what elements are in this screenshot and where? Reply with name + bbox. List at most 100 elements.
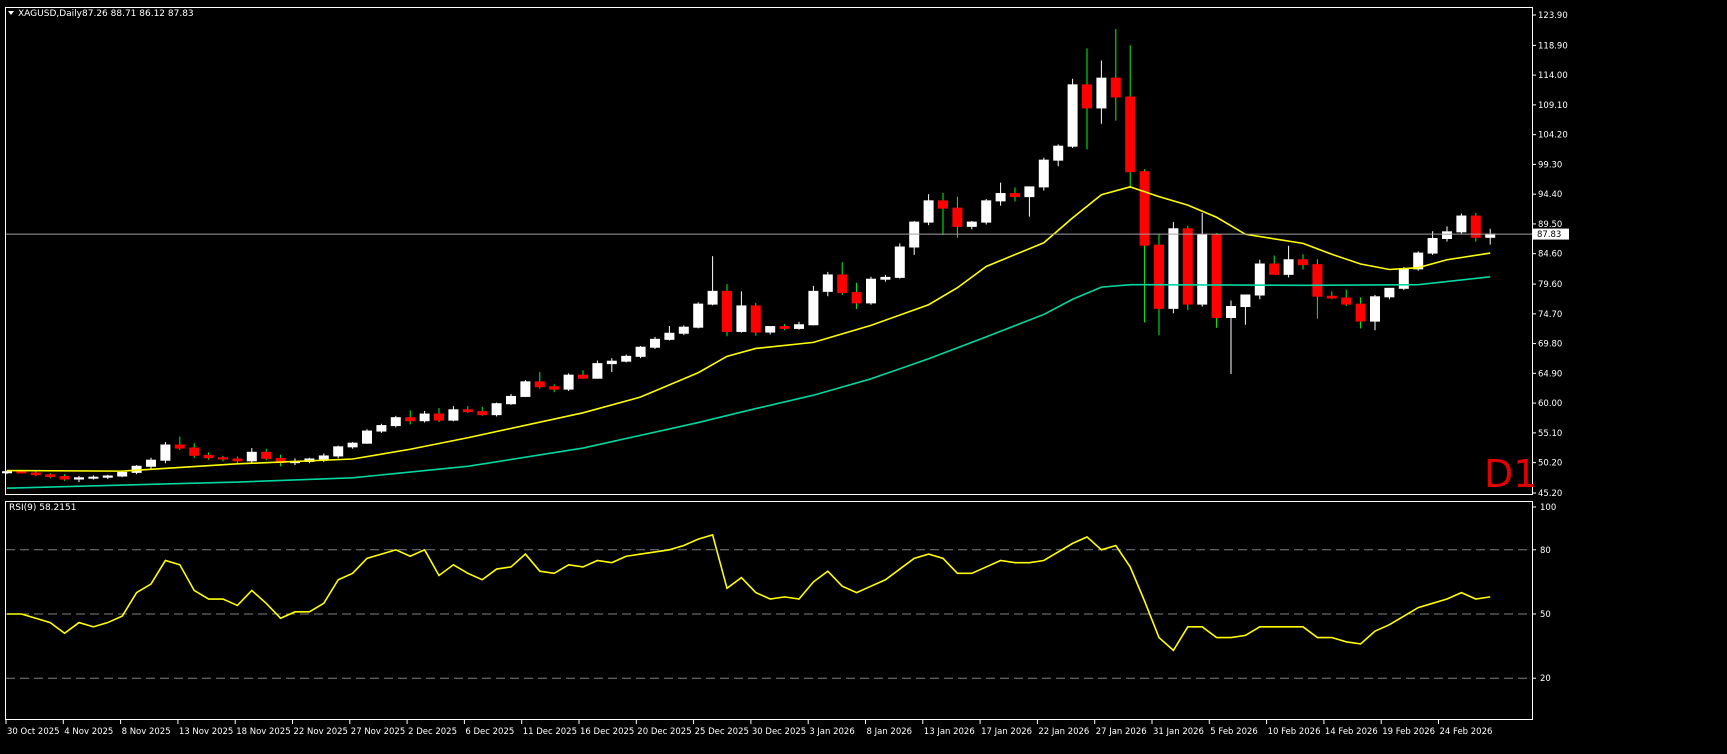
- candle-body: [218, 457, 228, 460]
- price-tick-label: 114.00: [1538, 71, 1568, 81]
- candles-group: [2, 28, 1496, 483]
- time-tick-label: 27 Jan 2026: [1096, 727, 1147, 737]
- candle-body: [678, 326, 689, 334]
- rsi-tick-label: 100: [1540, 503, 1556, 513]
- rsi-panel-frame: [5, 501, 1533, 720]
- menu-triangle-icon[interactable]: [8, 11, 14, 15]
- timeframe-label: D1: [1484, 452, 1537, 496]
- time-tick-label: 17 Jan 2026: [981, 727, 1032, 737]
- candle-body: [362, 430, 372, 444]
- time-tick-label: 25 Dec 2025: [695, 727, 749, 737]
- candle-body: [750, 305, 761, 333]
- candle-body: [30, 472, 41, 476]
- candle-body: [606, 360, 617, 365]
- chart-title: XAGUSD,Daily: [18, 9, 83, 19]
- time-tick-label: 30 Dec 2025: [752, 727, 806, 737]
- rsi-tick-label: 50: [1540, 610, 1551, 620]
- candle-body: [693, 303, 704, 328]
- candle-body: [146, 459, 156, 467]
- candle-body: [117, 471, 128, 477]
- candle-body: [794, 324, 804, 329]
- candle-body: [592, 363, 603, 379]
- chart-header[interactable]: XAGUSD,Daily 87.26 88.71 86.12 87.83: [8, 9, 194, 19]
- candle-body: [390, 417, 401, 427]
- candle-body: [74, 477, 84, 480]
- candle-body: [981, 200, 992, 223]
- candle-body: [1312, 264, 1323, 297]
- candle-body: [246, 451, 257, 462]
- candle-body: [1470, 215, 1481, 238]
- price-tick-label: 104.20: [1538, 131, 1568, 141]
- candle-body: [765, 326, 776, 333]
- price-tick-label: 69.80: [1538, 340, 1562, 350]
- candle-body: [160, 444, 171, 461]
- time-tick-label: 13 Jan 2026: [924, 727, 975, 737]
- candle-body: [1384, 287, 1395, 298]
- candle-body: [923, 200, 934, 223]
- candle-body: [1226, 306, 1236, 318]
- candle-body: [851, 292, 862, 304]
- price-tick-label: 89.50: [1538, 220, 1562, 230]
- time-axis: 30 Oct 2025 4 Nov 2025 8 Nov 2025 13 Nov 20…: [5, 720, 1493, 737]
- candle-body: [1096, 77, 1107, 109]
- price-tick-label: 74.70: [1538, 310, 1562, 320]
- candle-body: [1010, 193, 1020, 198]
- candle-body: [1024, 186, 1035, 198]
- candle-body: [1139, 171, 1150, 246]
- candle-body: [1211, 234, 1222, 318]
- price-tick-label: 60.00: [1538, 399, 1562, 409]
- price-tick-label: 99.30: [1538, 160, 1562, 170]
- time-tick-label: 30 Oct 2025: [7, 727, 60, 737]
- candle-body: [650, 338, 660, 348]
- candle-body: [347, 442, 358, 448]
- candle-body: [707, 290, 718, 305]
- time-tick-label: 16 Dec 2025: [580, 727, 634, 737]
- candle-body: [1427, 238, 1438, 254]
- price-tick-label: 79.60: [1538, 280, 1562, 290]
- time-tick-label: 3 Jan 2026: [809, 727, 855, 737]
- time-tick-label: 22 Nov 2025: [294, 727, 348, 737]
- candle-body: [45, 474, 56, 478]
- candle-body: [232, 458, 243, 462]
- time-tick-label: 8 Nov 2025: [122, 727, 171, 737]
- time-tick-label: 24 Feb 2026: [1440, 727, 1493, 737]
- candle-body: [1370, 296, 1380, 322]
- candle-body: [1182, 228, 1193, 305]
- rsi-label: RSI(9) 58.2151: [9, 503, 76, 513]
- candle-body: [102, 475, 113, 478]
- candle-body: [1038, 159, 1049, 188]
- candle-body: [1298, 259, 1308, 266]
- candle-body: [1067, 84, 1078, 147]
- candle-body: [189, 447, 200, 456]
- rsi-tick-label: 80: [1540, 546, 1551, 556]
- candle-body: [736, 305, 747, 332]
- candle-body: [448, 409, 459, 421]
- candle-body: [318, 455, 329, 460]
- candle-body: [779, 326, 790, 329]
- price-panel-frame: [5, 7, 1533, 495]
- candle-body: [59, 476, 70, 480]
- candle-body: [938, 200, 948, 209]
- time-tick-label: 10 Feb 2026: [1268, 727, 1321, 737]
- candle-body: [1197, 234, 1208, 305]
- candle-body: [434, 413, 444, 421]
- candle-body: [419, 413, 430, 422]
- time-tick-label: 8 Jan 2026: [867, 727, 913, 737]
- candle-body: [261, 451, 272, 459]
- candle-body: [16, 471, 27, 474]
- candle-body: [1326, 295, 1337, 299]
- rsi-line: [7, 533, 1491, 652]
- candle-body: [1341, 297, 1352, 305]
- candle-body: [1254, 263, 1265, 296]
- candle-body: [1355, 303, 1366, 322]
- candle-body: [333, 446, 344, 457]
- price-tick-label: 64.90: [1538, 369, 1562, 379]
- candle-body: [808, 290, 819, 326]
- time-tick-label: 27 Nov 2025: [351, 727, 405, 737]
- candle-body: [477, 411, 488, 416]
- time-tick-label: 18 Nov 2025: [236, 727, 290, 737]
- rsi-axis: 100 80 50 20: [1532, 503, 1556, 684]
- price-tick-label: 123.90: [1538, 11, 1568, 21]
- price-tick-label: 45.20: [1538, 489, 1562, 499]
